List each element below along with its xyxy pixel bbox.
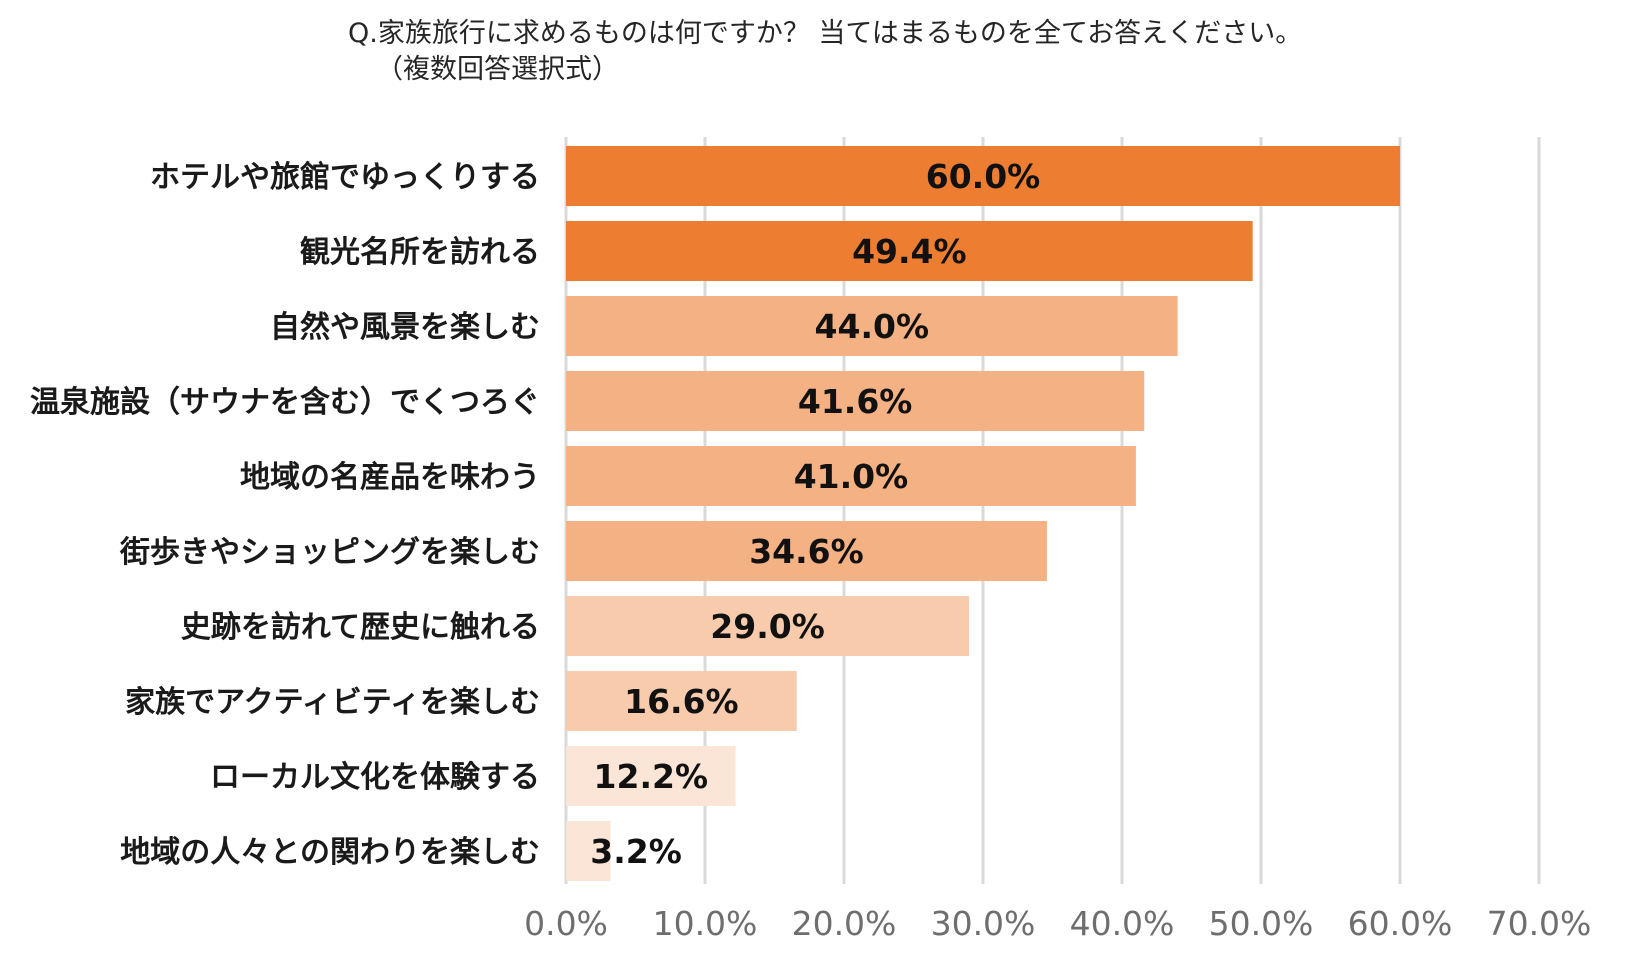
data-label: 41.0% xyxy=(794,457,909,496)
bar xyxy=(566,371,1145,431)
category-label: 街歩きやショッピングを楽しむ xyxy=(119,535,540,570)
value-labels: 60.0% 49.4% 44.0% 41.6% 41.0% 34.6% 29.0% 16.6%… xyxy=(590,157,1040,871)
data-label: 29.0% xyxy=(710,607,825,646)
category-label: 地域の人々との関わりを楽しむ xyxy=(120,835,540,870)
category-label: ローカル文化を体験する xyxy=(210,760,540,795)
bar xyxy=(566,446,1136,506)
bar xyxy=(566,146,1400,206)
x-axis-ticks: 0.0% 10.0% 20.0% 30.0% 40.0% 50.0% 60.0% 70.0% xyxy=(524,904,1591,943)
data-label: 12.2% xyxy=(594,757,709,796)
category-label: 家族でアクティビティを楽しむ xyxy=(125,685,540,720)
chart-title-line2: （複数回答選択式） xyxy=(376,54,619,85)
chart-title: Q.家族旅行に求めるものは何ですか？ 当てはまるものを全てお答えください。 （複… xyxy=(348,16,1302,88)
data-label: 16.6% xyxy=(624,682,739,721)
chart-title-line1: Q.家族旅行に求めるものは何ですか？ 当てはまるものを全てお答えください。 xyxy=(348,18,1303,49)
category-labels: ホテルや旅館でゆっくりする観光名所を訪れる自然や風景を楽しむ温泉施設（サウナを含… xyxy=(30,160,540,870)
bar xyxy=(566,221,1253,281)
data-label: 34.6% xyxy=(749,532,864,571)
x-tick-label: 40.0% xyxy=(1070,904,1175,943)
category-label: 史跡を訪れて歴史に触れる xyxy=(181,610,540,645)
category-label: 温泉施設（サウナを含む）でくつろぐ xyxy=(30,385,540,420)
x-tick-label: 60.0% xyxy=(1348,904,1453,943)
bar xyxy=(566,521,1047,581)
category-label: 地域の名産品を味わう xyxy=(240,460,540,495)
x-tick-label: 30.0% xyxy=(931,904,1036,943)
category-label: ホテルや旅館でゆっくりする xyxy=(150,160,540,195)
data-label: 44.0% xyxy=(815,307,930,346)
x-tick-label: 0.0% xyxy=(524,904,608,943)
x-tick-label: 50.0% xyxy=(1209,904,1314,943)
bar xyxy=(566,296,1178,356)
data-label: 60.0% xyxy=(926,157,1041,196)
data-label: 49.4% xyxy=(852,232,967,271)
bar xyxy=(566,596,970,656)
bars xyxy=(566,146,1400,881)
bar xyxy=(566,746,736,806)
x-tick-label: 70.0% xyxy=(1487,904,1592,943)
data-label: 41.6% xyxy=(798,382,913,421)
x-tick-label: 20.0% xyxy=(792,904,897,943)
category-label: 観光名所を訪れる xyxy=(300,235,540,270)
x-tick-label: 10.0% xyxy=(653,904,758,943)
bar xyxy=(566,821,611,881)
data-label: 3.2% xyxy=(590,832,682,871)
category-label: 自然や風景を楽しむ xyxy=(270,310,540,345)
bar xyxy=(566,671,797,731)
